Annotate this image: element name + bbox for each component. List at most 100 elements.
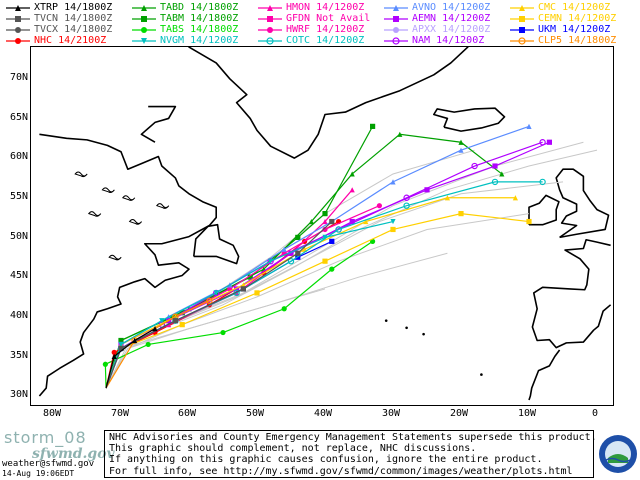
legend-marker-icon [132,27,156,33]
forecast-point [268,258,274,264]
forecast-point [322,234,328,240]
coastline-greenland [188,47,469,159]
forecast-track [105,220,394,389]
lon-tick-label: 80W [42,408,62,419]
forecast-point [335,226,342,233]
island [422,332,425,336]
inland-lake [108,254,122,261]
forecast-point [458,147,464,153]
model-legend: XTRP 14/1800Z TVCN 14/1800Z TVCX 14/1800Z N… [0,0,640,46]
legend-label: UKM 14/1200Z [538,24,611,35]
forecast-point [329,218,335,225]
legend-marker-icon [510,16,534,22]
coastline-europe [531,238,612,349]
forecast-point [403,202,410,209]
legend-label: APXX 14/1200Z [412,24,491,35]
forecast-track [105,141,543,389]
forecast-track [105,240,333,389]
forecast-point [240,282,246,288]
legend-marker-icon [132,5,156,11]
disclaimer-line: This graphic should complement, not repl… [109,443,477,455]
legend-marker-icon [6,5,30,11]
forecast-point [281,246,287,252]
coastline-baffin [140,105,177,143]
forecast-point [213,290,219,296]
legend-marker-icon [384,37,408,45]
legend-marker-icon [6,38,30,44]
legend-label: COTC 14/1200Z [286,35,365,46]
coastline-north-america [38,133,217,397]
forecast-track [105,221,333,389]
forecast-point [308,218,314,225]
forecast-point [102,361,108,367]
lon-tick-label: 50W [245,408,265,419]
forecast-point [295,250,301,256]
forecast-track [105,125,530,389]
forecast-point [397,131,403,137]
forecast-point [491,178,499,186]
lat-tick-label: 65N [9,112,28,123]
lat-tick-label: 70N [9,72,28,83]
legend-label: HWRF 14/1200Z [286,24,365,35]
forecast-point [287,257,295,265]
forecast-point [512,195,518,201]
forecast-point [376,203,382,209]
forecast-point [118,337,124,344]
legend-label: NAM 14/1200Z [412,35,485,46]
legend-marker-icon [384,27,408,33]
legend-marker-icon [132,16,156,22]
legend-label: HMON 14/1200Z [286,2,365,13]
coastline-iceland [432,107,506,132]
legend-label: TABM 14/1800Z [160,13,239,24]
coastline-great-britain [555,168,610,239]
water-district-seal-icon [599,435,637,473]
forecast-point [458,139,464,145]
legend-marker-icon [258,5,282,11]
forecast-point [390,218,396,225]
forecast-point [295,234,301,240]
storm-name: storm_08 [4,428,87,447]
inland-lake [121,195,136,201]
forecast-point [499,171,505,177]
legend-label: XTRP 14/1800Z [34,2,113,13]
forecast-point [322,211,328,217]
forecast-point [118,345,124,352]
forecast-point [240,286,246,292]
coastline-newfoundland [192,223,240,265]
forecast-point [349,218,355,225]
lon-tick-label: 20W [449,408,469,419]
lon-tick-label: 70W [110,408,130,419]
disclaimer-line: For full info, see http://my.sfwmd.gov/s… [109,465,573,477]
forecast-point [111,353,117,359]
disclaimer-line: NHC Advisories and County Emergency Mana… [109,432,597,443]
lat-tick-label: 50N [9,231,28,242]
inland-lake [101,187,115,193]
forecast-point [363,218,369,225]
legend-label: AVNO 14/1200Z [412,2,491,13]
forecast-point [546,139,552,145]
forecast-point [145,341,151,348]
footer: storm_08 sfwmd.gov weather@sfwmd.gov 14-… [0,428,640,480]
forecast-point [254,290,260,296]
legend-marker-icon [258,37,282,45]
forecast-point [403,194,410,201]
legend-marker-icon [384,5,408,11]
forecast-point [458,211,464,217]
forecast-point [444,195,450,201]
legend-marker-icon [6,16,30,22]
legend-marker-icon [510,37,534,45]
legend-label: NVGM 14/1200Z [160,35,239,46]
forecast-point [471,162,478,170]
forecast-point [159,318,165,324]
forecast-point [111,349,117,355]
legend-marker-icon [510,5,534,11]
forecast-point [424,187,430,193]
lon-tick-label: 40W [313,408,333,419]
forecast-point [179,322,185,328]
forecast-point [118,341,124,348]
forecast-point [132,337,138,344]
forecast-point [152,325,158,332]
legend-label: TABS 14/1800Z [160,24,239,35]
forecast-point [322,258,328,264]
forecast-point [526,123,532,129]
